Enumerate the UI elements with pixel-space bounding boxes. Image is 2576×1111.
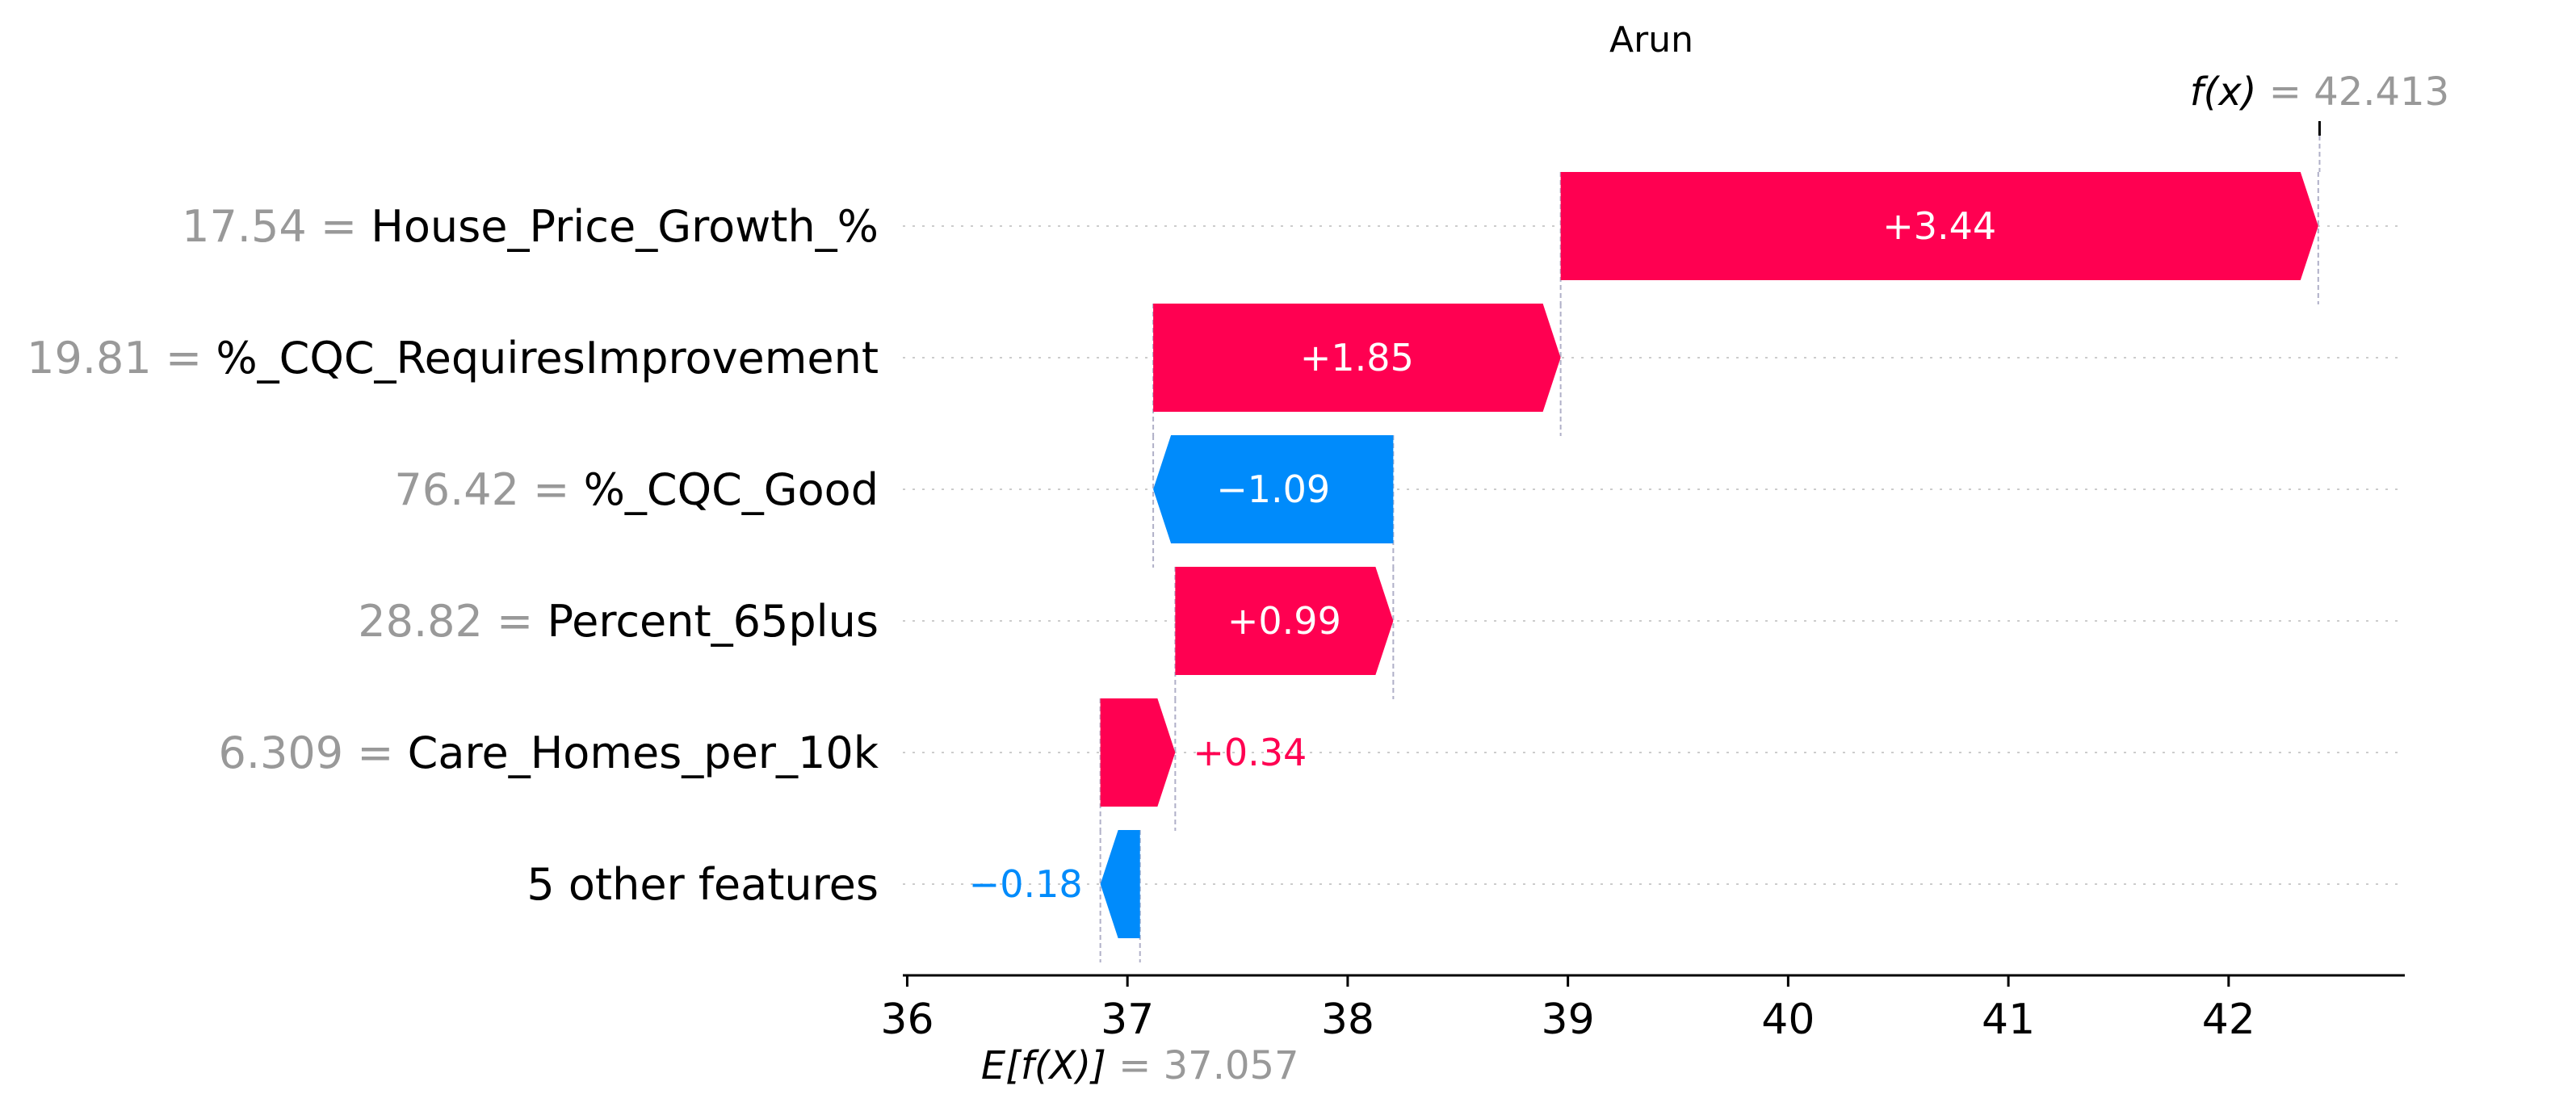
feature-name: House_Price_Growth_%: [371, 201, 879, 252]
feature-value: 76.42 =: [394, 464, 583, 515]
feature-labels: 17.54 = House_Price_Growth_% 19.81 = %_CQ…: [27, 201, 879, 910]
feature-name: %_CQC_Good: [584, 464, 879, 515]
x-axis: 36 37 38 39 40 41 42: [880, 974, 2405, 1044]
feature-name: %_CQC_RequiresImprovement: [216, 333, 879, 384]
feature-label: 5 other features: [527, 859, 879, 910]
x-tick-label: 39: [1542, 996, 1595, 1044]
negative-bar: [1153, 435, 1394, 543]
base-value-label: E[f(X)] = 37.057: [981, 1043, 1299, 1088]
feature-value: 6.309 =: [219, 727, 408, 778]
chart-title: Arun: [1609, 19, 1693, 61]
feature-value: 28.82 =: [358, 596, 547, 647]
x-tick-label: 36: [880, 996, 933, 1044]
feature-label: 17.54 = House_Price_Growth_%: [182, 201, 879, 252]
bar-value-label: +0.34: [1193, 731, 1307, 774]
bar-value-label: +0.99: [1227, 599, 1341, 643]
x-tick-label: 40: [1761, 996, 1815, 1044]
output-value-annotation: f(x) = 42.413: [2190, 69, 2449, 172]
feature-value: 19.81 =: [27, 333, 216, 384]
feature-name: Percent_65plus: [547, 596, 879, 647]
feature-name: 5 other features: [527, 859, 879, 910]
positive-bar: [1100, 698, 1176, 807]
bar-value-label: −0.18: [969, 862, 1083, 906]
feature-label: 19.81 = %_CQC_RequiresImprovement: [27, 333, 879, 384]
negative-bar: [1100, 830, 1140, 938]
bar-value-label: −1.09: [1216, 467, 1330, 511]
feature-label: 28.82 = Percent_65plus: [358, 596, 879, 647]
feature-value: 17.54 =: [182, 201, 371, 252]
x-tick-label: 38: [1321, 996, 1374, 1044]
x-tick-label: 37: [1101, 996, 1154, 1044]
feature-label: 76.42 = %_CQC_Good: [394, 464, 879, 515]
bar-value-label: +1.85: [1300, 336, 1414, 379]
x-tick-label: 41: [1982, 996, 2035, 1044]
x-tick-label: 42: [2202, 996, 2255, 1044]
base-value-annotation: E[f(X)] = 37.057: [981, 1043, 1299, 1088]
output-value-label: f(x) = 42.413: [2190, 69, 2449, 115]
positive-bar: [1560, 172, 2318, 280]
positive-bar: [1175, 567, 1394, 675]
feature-name: Care_Homes_per_10k: [408, 727, 879, 778]
positive-bar: [1153, 304, 1561, 412]
feature-label: 6.309 = Care_Homes_per_10k: [219, 727, 879, 778]
bar-value-label: +3.44: [1882, 204, 1996, 248]
bars: +3.44 +1.85 −1.09 +0.99 +0.34 −0.18: [969, 172, 2318, 938]
